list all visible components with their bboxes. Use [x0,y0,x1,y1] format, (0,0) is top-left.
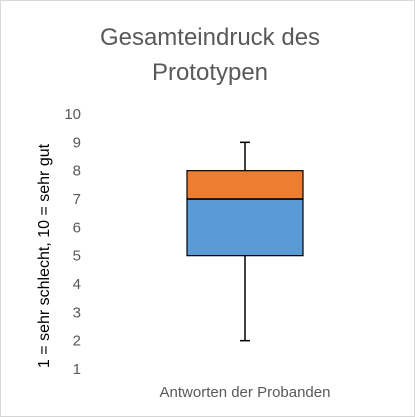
chart-title-line-2: Prototypen [152,59,268,86]
y-tick-label: 2 [73,333,81,350]
y-axis-ticks: 1 2 3 4 5 6 7 8 9 10 [64,106,81,378]
y-tick-label: 9 [73,134,81,151]
y-tick-label: 5 [73,248,81,265]
y-tick-label: 1 [73,361,81,378]
y-tick-label: 8 [73,163,81,180]
y-axis-label: 1 = sehr schlecht, 10 = sehr gut [36,143,53,368]
y-tick-label: 3 [73,304,81,321]
y-tick-label: 10 [64,106,81,123]
y-tick-label: 4 [73,276,81,293]
y-tick-label: 7 [73,191,81,208]
box-upper-median-q3 [186,170,304,200]
chart-title-line-1: Gesamteindruck des [100,24,320,51]
x-axis-category-label: Antworten der Probanden [160,384,331,401]
box-lower-q1-median [186,198,304,257]
box-plot-series [186,141,304,342]
y-tick-label: 6 [73,219,81,236]
